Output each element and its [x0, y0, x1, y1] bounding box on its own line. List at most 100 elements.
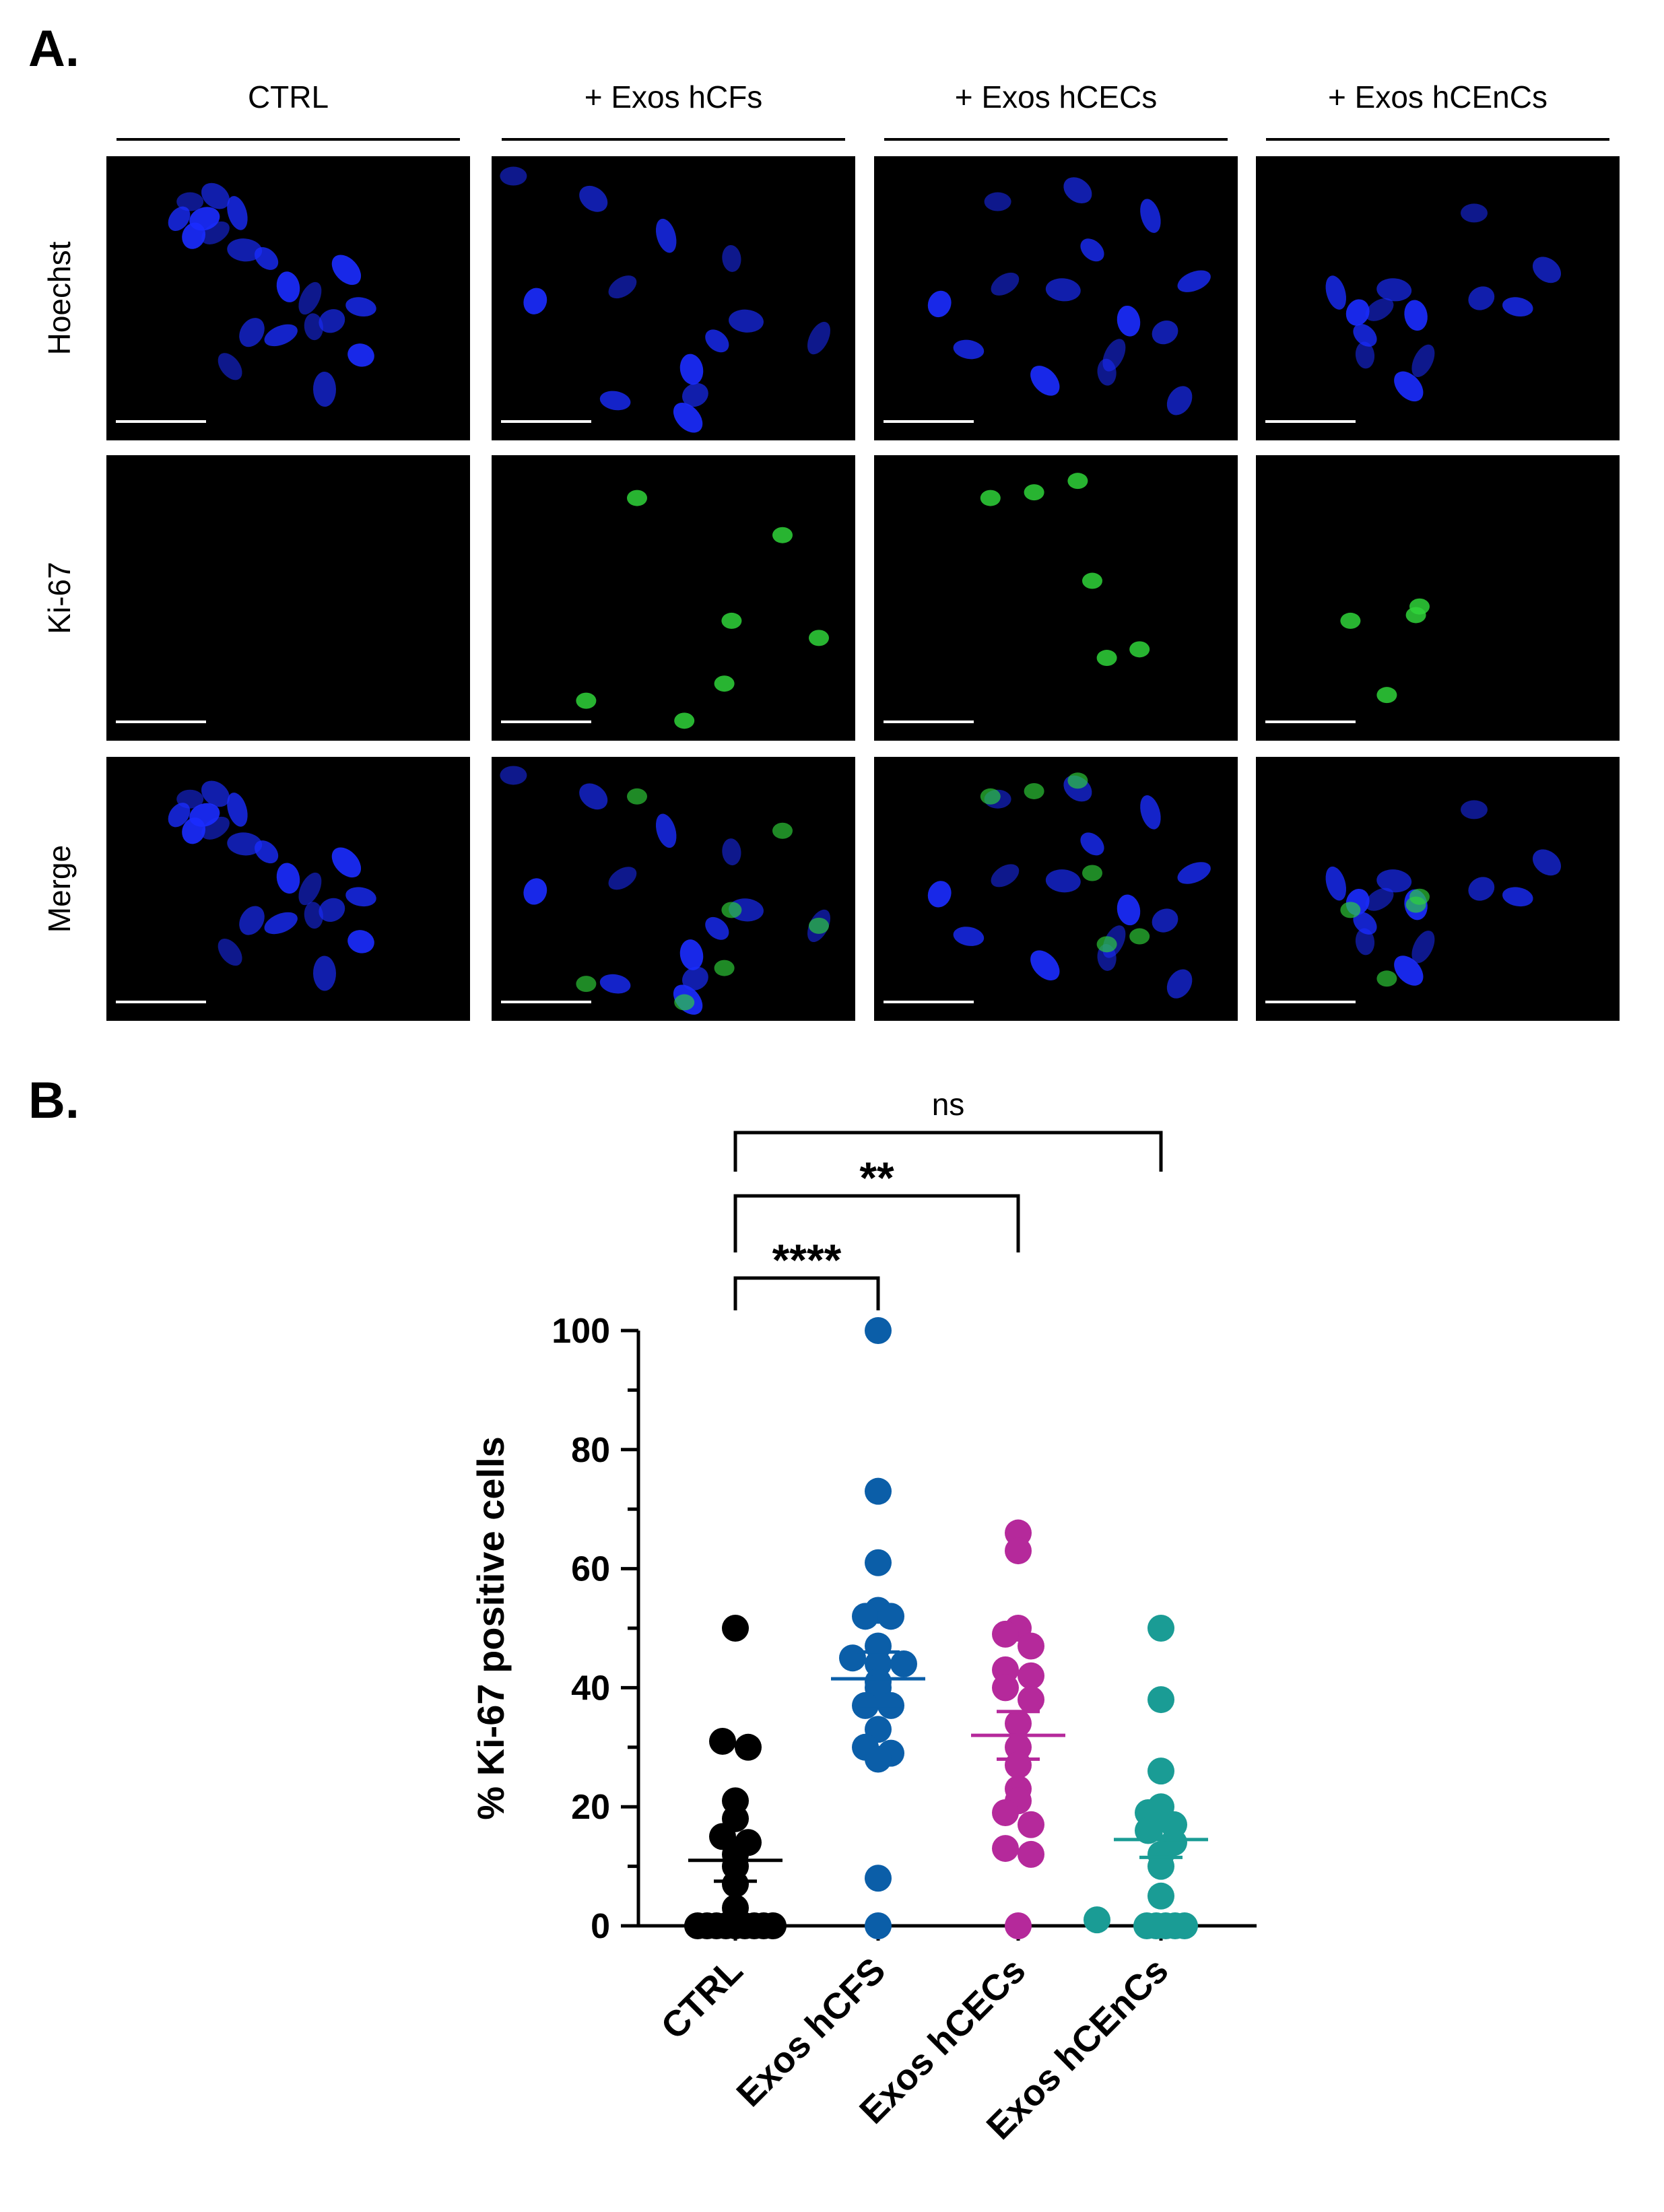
data-point	[992, 1799, 1019, 1827]
data-point	[1018, 1686, 1044, 1714]
ki67-spot	[674, 994, 695, 1011]
nucleus	[1461, 800, 1488, 819]
data-point	[760, 1912, 787, 1939]
ki67-spot	[809, 630, 829, 646]
nucleus	[276, 863, 300, 894]
nucleus	[176, 192, 204, 211]
x-tick-label: CTRL	[653, 1950, 750, 2047]
nucleus	[1376, 278, 1412, 302]
row-label: Hoechst	[42, 241, 77, 355]
ki67-spot	[1409, 888, 1430, 905]
nucleus	[1394, 371, 1424, 402]
nucleus	[312, 372, 337, 407]
ki67-spot	[1096, 936, 1117, 953]
data-point	[865, 1912, 892, 1939]
nucleus	[1166, 386, 1193, 415]
nucleus	[347, 930, 374, 953]
tile-background	[874, 455, 1238, 741]
microscopy-tile	[106, 757, 470, 1021]
nucleus	[1166, 969, 1193, 999]
ki67-spot	[1067, 473, 1088, 490]
ki67-spot	[1082, 865, 1102, 881]
series-2	[971, 1519, 1065, 1939]
nucleus	[1502, 297, 1533, 317]
nucleus	[1353, 912, 1377, 935]
nucleus	[1080, 238, 1104, 262]
nucleus	[681, 966, 708, 991]
nucleus	[1365, 298, 1394, 321]
nucleus	[1376, 869, 1412, 893]
y-tick-label: 80	[571, 1431, 610, 1470]
nucleus	[1063, 177, 1092, 204]
nucleus	[218, 939, 242, 966]
ki67-spot	[627, 490, 647, 506]
data-point	[1135, 1817, 1162, 1844]
ki67-spot	[714, 675, 735, 692]
ki67-spot	[576, 692, 597, 709]
data-point	[1018, 1811, 1044, 1838]
tile-background	[492, 757, 855, 1021]
nucleus	[239, 318, 265, 347]
data-point	[992, 1674, 1019, 1702]
nucleus	[1045, 869, 1081, 893]
data-point	[1005, 1537, 1032, 1565]
nucleus	[201, 182, 230, 209]
column-header: + Exos hCEnCs	[1328, 79, 1547, 114]
data-point	[865, 1477, 892, 1505]
nucleus	[276, 271, 300, 302]
nucleus	[608, 867, 637, 890]
nucleus	[729, 309, 764, 333]
data-point	[992, 1620, 1019, 1648]
ki67-spot	[1340, 612, 1361, 629]
microscopy-tile	[106, 156, 470, 440]
nucleus	[655, 218, 677, 253]
nucleus	[673, 402, 703, 433]
microscopy-tile	[874, 757, 1238, 1021]
ki67-spot	[1376, 687, 1397, 704]
nucleus	[218, 353, 242, 380]
ki67-spot	[1409, 598, 1430, 615]
nucleus	[1325, 275, 1347, 310]
microscopy-grid: CTRL + Exos hCFs + Exos hCECs + Exos hCEnCs…	[42, 79, 1620, 1021]
tile-background	[1256, 757, 1620, 1021]
microscopy-tile	[874, 455, 1238, 741]
ki67-spot	[1024, 484, 1044, 501]
tile-background	[106, 455, 470, 741]
data-point	[877, 1603, 904, 1630]
nucleus	[579, 185, 608, 212]
nucleus	[1394, 956, 1424, 986]
nucleus	[331, 255, 362, 286]
nucleus	[264, 324, 298, 347]
ki67-spot	[980, 788, 1001, 805]
data-point	[865, 1745, 892, 1773]
nucleus	[500, 766, 527, 785]
data-point	[865, 1317, 892, 1344]
nucleus	[1355, 928, 1375, 956]
ki67-spot	[1376, 970, 1397, 987]
data-point	[1084, 1906, 1110, 1934]
nucleus	[298, 872, 322, 906]
nucleus	[1411, 344, 1435, 378]
nucleus	[953, 927, 985, 946]
data-point	[1147, 1852, 1174, 1880]
nucleus	[239, 906, 265, 935]
data-point	[722, 1615, 749, 1642]
nucleus	[1353, 323, 1377, 347]
ki67-spot	[1024, 782, 1044, 799]
data-point	[1147, 1757, 1174, 1785]
nucleus	[722, 838, 741, 866]
significance-label: **	[859, 1153, 894, 1203]
series-1	[831, 1317, 925, 1939]
nucleus	[1097, 358, 1117, 386]
nucleus	[1411, 931, 1435, 964]
nucleus	[1502, 887, 1533, 907]
nucleus	[523, 878, 547, 905]
nucleus	[304, 313, 323, 341]
y-tick-label: 60	[571, 1550, 610, 1589]
column-header: + Exos hCECs	[955, 79, 1157, 114]
nucleus	[927, 881, 952, 908]
ki67-spot	[1129, 641, 1150, 658]
nucleus	[255, 840, 279, 864]
microscopy-tile	[1256, 455, 1620, 741]
ki67-spot	[1340, 902, 1361, 918]
